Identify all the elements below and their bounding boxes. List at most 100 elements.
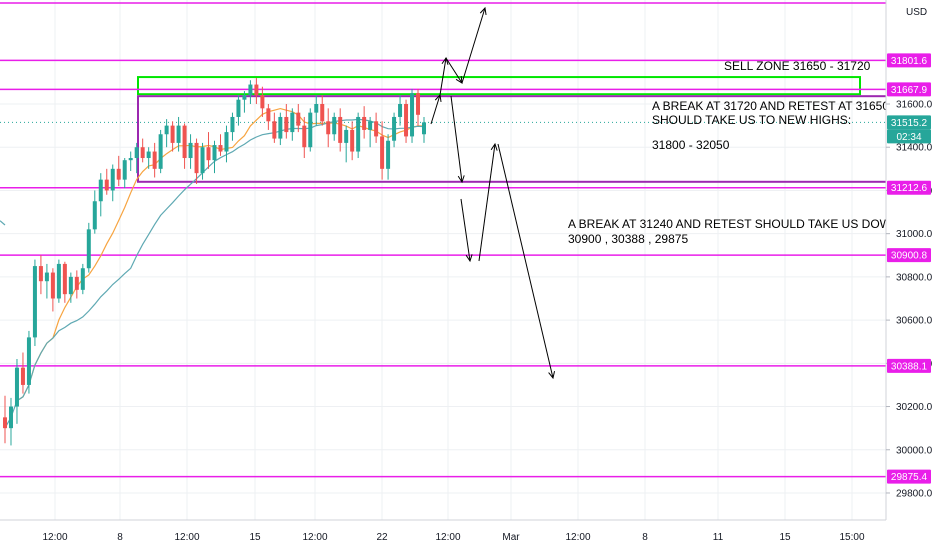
candle-body bbox=[368, 121, 373, 130]
time-tick-label: 12:00 bbox=[565, 532, 590, 543]
arrow-head bbox=[548, 371, 556, 380]
candle-body bbox=[20, 367, 25, 385]
price-tag-label: 29875.4 bbox=[891, 472, 928, 483]
candle-body bbox=[170, 125, 175, 143]
candle-body bbox=[140, 147, 145, 159]
projection-arrows bbox=[430, 6, 556, 380]
ma-slow-tail bbox=[0, 220, 6, 226]
candle-body bbox=[344, 129, 349, 143]
candle-body bbox=[266, 108, 271, 122]
price-tag-box bbox=[887, 129, 931, 144]
candle-body bbox=[122, 160, 127, 180]
candle-body bbox=[296, 112, 301, 126]
candle-body bbox=[26, 337, 31, 385]
candle-body bbox=[290, 112, 295, 133]
price-tick-label: 29800.0 bbox=[896, 488, 932, 499]
candle-body bbox=[80, 268, 85, 290]
horizontal-levels bbox=[0, 2, 886, 478]
price-tag-label: 31212.6 bbox=[891, 183, 928, 194]
arrow-line bbox=[460, 198, 471, 262]
annotations: SELL ZONE 31650 - 31720 A BREAK AT 31720… bbox=[568, 59, 919, 246]
arrow-head bbox=[465, 254, 473, 263]
break-down-text-line1: A BREAK AT 31240 AND RETEST SHOULD TAKE … bbox=[568, 217, 919, 231]
time-tick-label: 12:00 bbox=[435, 532, 460, 543]
arrow-line bbox=[430, 94, 441, 125]
price-tag-label: 31667.9 bbox=[891, 85, 928, 96]
price-tag-label: 31515.2 bbox=[891, 118, 928, 129]
time-axis-panel[interactable] bbox=[0, 520, 932, 550]
sell-zone-label: SELL ZONE 31650 - 31720 bbox=[724, 59, 871, 73]
candle-body bbox=[404, 104, 409, 137]
price-tag-box bbox=[887, 469, 931, 484]
candle-body bbox=[158, 134, 163, 169]
candle-body bbox=[38, 266, 43, 282]
price-tick-label: 30000.0 bbox=[896, 445, 932, 456]
candle-body bbox=[254, 84, 259, 96]
candle-body bbox=[68, 276, 73, 295]
candle-body bbox=[374, 121, 379, 137]
candle-body bbox=[116, 168, 121, 180]
candle-body bbox=[230, 116, 235, 133]
candle-body bbox=[206, 147, 211, 161]
candle-body bbox=[212, 145, 217, 161]
price-tick-label: 31000.0 bbox=[896, 229, 932, 240]
candle-body bbox=[8, 406, 13, 429]
price-tag-box bbox=[887, 248, 931, 263]
candle-body bbox=[416, 93, 421, 115]
candle-body bbox=[74, 276, 79, 290]
price-tag-box bbox=[887, 82, 931, 97]
candle-body bbox=[218, 145, 223, 152]
price-tick-label: 30800.0 bbox=[896, 272, 932, 283]
price-tag-box bbox=[887, 358, 931, 373]
arrow-line bbox=[445, 57, 463, 84]
arrow-head bbox=[457, 175, 465, 184]
price-tick-label: 31400.0 bbox=[896, 143, 932, 154]
candle-body bbox=[362, 116, 367, 130]
price-tag-label: 31801.6 bbox=[891, 56, 928, 67]
time-tick-label: 15:00 bbox=[839, 532, 864, 543]
candle-body bbox=[3, 417, 7, 429]
arrow-line bbox=[461, 7, 486, 84]
candle-body bbox=[308, 112, 313, 148]
price-tag-box bbox=[887, 180, 931, 195]
candle-body bbox=[44, 272, 49, 282]
candle-body bbox=[224, 132, 229, 152]
candle-body bbox=[134, 147, 139, 159]
candle-body bbox=[380, 136, 385, 169]
candle-body bbox=[92, 201, 97, 230]
time-tick-label: 8 bbox=[642, 532, 648, 543]
time-tick-label: 11 bbox=[713, 532, 724, 543]
candle-body bbox=[410, 93, 415, 137]
chart-grid bbox=[0, 0, 886, 520]
time-axis-ticks: 12:00 8 12:00 15 12:00 22 12:00 Mar 12:00 8 11 15 15… bbox=[42, 532, 864, 543]
price-tags: 31801.6 31667.9 31515.2 02:34 31212.6 30900.8… bbox=[887, 53, 931, 484]
candle-body bbox=[110, 168, 115, 191]
candle-body bbox=[128, 158, 133, 161]
candle-body bbox=[164, 125, 169, 135]
candle-body bbox=[284, 116, 289, 133]
candle-body bbox=[56, 263, 61, 299]
candle-body bbox=[146, 151, 151, 159]
break-up-text-line1: A BREAK AT 31720 AND RETEST AT 31650 bbox=[652, 99, 889, 113]
arrow-line bbox=[439, 57, 447, 96]
price-tag-label: 02:34 bbox=[896, 132, 921, 143]
candle-body bbox=[32, 266, 37, 338]
candle-body bbox=[194, 142, 199, 174]
time-tick-label: 12:00 bbox=[302, 532, 327, 543]
currency-label: USD bbox=[906, 7, 927, 18]
arrow-head bbox=[490, 142, 498, 151]
candle-body bbox=[302, 125, 307, 148]
candle-body bbox=[386, 140, 391, 169]
candlesticks bbox=[3, 78, 426, 446]
price-tag-box bbox=[887, 53, 931, 68]
price-tick-label: 31600.0 bbox=[896, 100, 932, 111]
time-tick-label: 15 bbox=[779, 532, 791, 543]
price-tag-box bbox=[887, 115, 931, 130]
candle-body bbox=[392, 116, 397, 141]
break-down-text-line2: 30900 , 30388 , 29875 bbox=[568, 232, 688, 246]
candle-body bbox=[50, 272, 55, 299]
candle-body bbox=[356, 116, 361, 152]
candle-body bbox=[104, 179, 109, 191]
candle-body bbox=[260, 95, 265, 109]
